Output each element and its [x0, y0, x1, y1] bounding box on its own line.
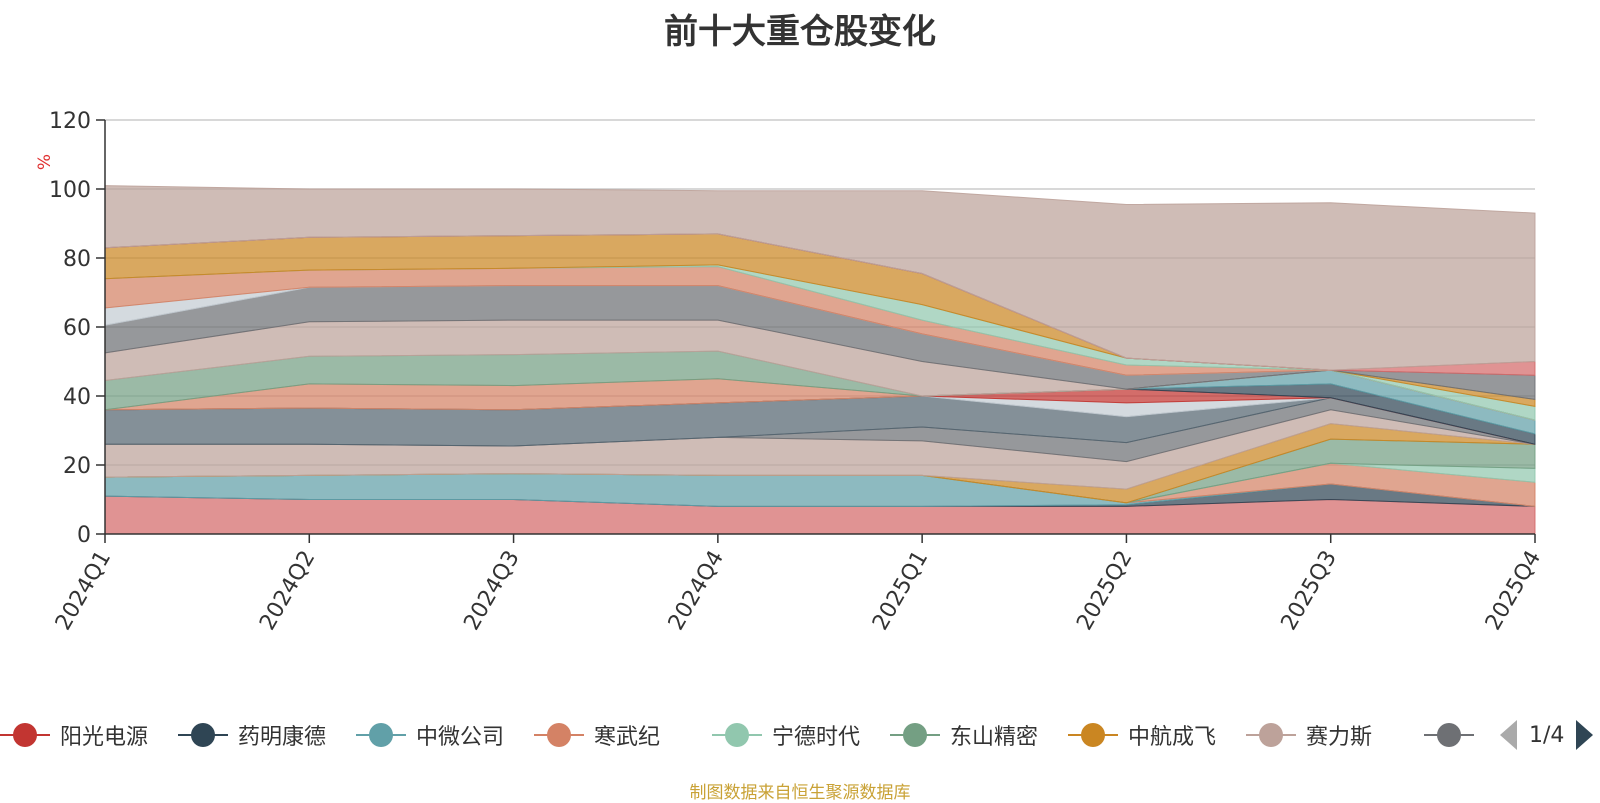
y-tick-label: 0 [77, 523, 91, 548]
legend-item[interactable]: 寒武纪 [534, 718, 660, 752]
legend-marker-icon [0, 720, 50, 750]
legend-label: 中航成飞 [1128, 725, 1217, 750]
legend-item[interactable]: 分众传 [1424, 718, 1480, 752]
area-series [104, 185, 1536, 535]
y-tick-label: 120 [49, 109, 91, 134]
legend-prev-icon[interactable] [1500, 720, 1517, 750]
x-tick-label: 2024Q3 [459, 547, 524, 635]
x-tick-label: 2024Q2 [255, 547, 320, 635]
legend-marker-icon [1246, 720, 1296, 750]
legend-label: 东山精密 [950, 725, 1039, 750]
x-tick-label: 2025Q3 [1277, 547, 1342, 635]
legend-item[interactable]: 药明康德 [178, 718, 326, 752]
legend-marker-icon [356, 720, 406, 750]
chart-plot: 0 20 40 60 80 100 120% 2024Q1 2024Q2 2024Q3 2024Q4… [35, 109, 1546, 635]
legend-label: 赛力斯 [1306, 725, 1373, 750]
legend-item[interactable]: 中航成飞 [1068, 718, 1216, 752]
y-axis-label: % [35, 154, 55, 170]
legend-label: 中微公司 [416, 725, 505, 750]
legend-marker-icon [1068, 720, 1118, 750]
legend-marker-icon [1424, 720, 1474, 750]
chart-title: 前十大重仓股变化 [664, 12, 936, 52]
y-tick-label: 20 [63, 454, 91, 479]
legend-item[interactable]: 赛力斯 [1246, 718, 1372, 752]
legend-pager: 1/4 [1500, 718, 1594, 752]
legend: 阳光电源 药明康德 中微公司 寒武纪 宁德时代 东山精密 中航成飞 赛力斯 分众传 [0, 718, 1480, 752]
x-tick-label: 2025Q2 [1072, 547, 1137, 635]
legend-label: 寒武纪 [594, 725, 661, 750]
legend-label: 药明康德 [238, 725, 327, 750]
legend-marker-icon [890, 720, 940, 750]
x-tick-label: 2024Q4 [664, 547, 729, 635]
y-tick-label: 40 [63, 385, 91, 410]
legend-marker-icon [534, 720, 584, 750]
legend-item[interactable]: 阳光电源 [0, 718, 148, 752]
x-tick-label: 2025Q4 [1481, 547, 1546, 635]
source-note: 制图数据来自恒生聚源数据库 [689, 783, 911, 803]
area-series-24[interactable] [104, 185, 1536, 371]
legend-label: 阳光电源 [60, 725, 149, 750]
legend-item[interactable]: 中微公司 [356, 718, 504, 752]
legend-label: 宁德时代 [772, 725, 861, 750]
legend-next-icon[interactable] [1576, 720, 1594, 750]
legend-marker-icon [712, 720, 762, 750]
y-tick-label: 60 [63, 316, 91, 341]
y-tick-label: 100 [49, 178, 91, 203]
legend-page-indicator: 1/4 [1529, 722, 1565, 748]
legend-marker-icon [178, 720, 228, 750]
x-tick-label: 2025Q1 [868, 547, 933, 635]
legend-item[interactable]: 东山精密 [890, 718, 1038, 752]
x-tick-label: 2024Q1 [51, 547, 116, 635]
legend-item[interactable]: 宁德时代 [712, 718, 860, 752]
y-tick-label: 80 [63, 247, 91, 272]
